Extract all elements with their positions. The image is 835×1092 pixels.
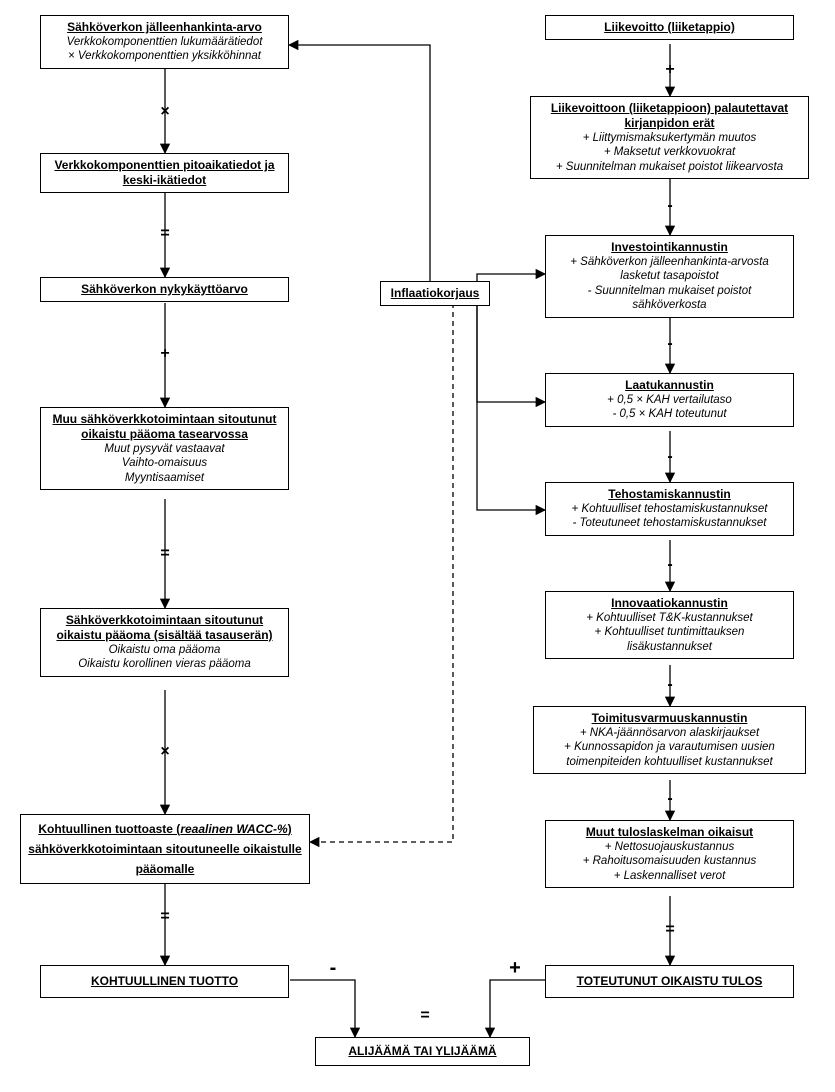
op-minus: -	[660, 197, 680, 215]
op-eq: =	[155, 545, 175, 563]
op-eq: =	[660, 921, 680, 939]
box-laatukannustin: Laatukannustin + 0,5 × KAH vertailutaso …	[545, 373, 794, 427]
op-minus: -	[660, 448, 680, 466]
flow-diagram: Sähköverkon jälleenhankinta-arvo Verkkok…	[10, 10, 825, 1082]
title: Kohtuullinen tuottoaste (reaalinen WACC-…	[28, 822, 301, 876]
sub: Verkkokomponenttien lukumäärätiedot	[47, 35, 282, 49]
title: Inflaatiokorjaus	[387, 286, 483, 301]
sub: Vaihto-omaisuus	[47, 456, 282, 470]
sub: + Laskennalliset verot	[552, 869, 787, 883]
title: Verkkokomponenttien pitoaikatiedot ja ke…	[47, 158, 282, 188]
title: ALIJÄÄMÄ TAI YLIJÄÄMÄ	[322, 1044, 523, 1059]
title: Muut tuloslaskelman oikaisut	[552, 825, 787, 840]
t: Kohtuullinen tuottoaste (	[38, 822, 180, 836]
box-palautettavat: Liikevoittoon (liiketappioon) palautetta…	[530, 96, 809, 179]
sub: + Suunnitelman mukaiset poistot liikearv…	[537, 160, 802, 174]
box-toimitusvarmuus: Toimitusvarmuuskannustin + NKA-jäännösar…	[533, 706, 806, 774]
sub: - 0,5 × KAH toteutunut	[552, 407, 787, 421]
box-muu-paaoma: Muu sähköverkkotoimintaan sitoutunut oik…	[40, 407, 289, 490]
sub: + NKA-jäännösarvon alaskirjaukset	[540, 726, 799, 740]
op-eq: =	[155, 908, 175, 926]
t-em: reaalinen WACC-%	[180, 822, 287, 836]
sub: + Liittymismaksukertymän muutos	[537, 131, 802, 145]
title: Tehostamiskannustin	[552, 487, 787, 502]
op-plus-bottom: +	[505, 957, 525, 980]
sub: + Rahoitusomaisuuden kustannus	[552, 854, 787, 868]
sub: - Toteutuneet tehostamiskustannukset	[552, 516, 787, 530]
title: Muu sähköverkkotoimintaan sitoutunut oik…	[47, 412, 282, 442]
op-minus: -	[660, 335, 680, 353]
sub: + Kohtuulliset tehostamiskustannukset	[552, 502, 787, 516]
box-inflaatiokorjaus: Inflaatiokorjaus	[380, 281, 490, 306]
title: Sähköverkkotoimintaan sitoutunut oikaist…	[47, 613, 282, 643]
op-plus: +	[155, 345, 175, 363]
box-kohtuullinen-tuotto: KOHTUULLINEN TUOTTO	[40, 965, 289, 998]
sub: Oikaistu korollinen vieras pääoma	[47, 657, 282, 671]
box-jalleenhankinta-arvo: Sähköverkon jälleenhankinta-arvo Verkkok…	[40, 15, 289, 69]
sub: + Maksetut verkkovuokrat	[537, 145, 802, 159]
title: Liikevoittoon (liiketappioon) palautetta…	[537, 101, 802, 131]
sub: Oikaistu oma pääoma	[47, 643, 282, 657]
title: Liikevoitto (liiketappio)	[552, 20, 787, 35]
op-eq: =	[155, 225, 175, 243]
op-minus: -	[660, 676, 680, 694]
box-wacc: Kohtuullinen tuottoaste (reaalinen WACC-…	[20, 814, 310, 884]
sub: + Nettosuojauskustannus	[552, 840, 787, 854]
box-toteutunut-tulos: TOTEUTUNUT OIKAISTU TULOS	[545, 965, 794, 998]
title: KOHTUULLINEN TUOTTO	[47, 974, 282, 989]
box-pitoaikatiedot: Verkkokomponenttien pitoaikatiedot ja ke…	[40, 153, 289, 193]
title: Sähköverkon nykykäyttöarvo	[47, 282, 282, 297]
op-eq-bottom: =	[415, 1007, 435, 1025]
op-times: ×	[155, 103, 175, 121]
sub: + Kohtuulliset T&K-kustannukset	[552, 611, 787, 625]
box-nykykayttoarvo: Sähköverkon nykykäyttöarvo	[40, 277, 289, 302]
title: TOTEUTUNUT OIKAISTU TULOS	[552, 974, 787, 989]
sub: + Sähköverkon jälleenhankinta-arvosta la…	[552, 255, 787, 284]
op-minus: -	[660, 790, 680, 808]
title: Sähköverkon jälleenhankinta-arvo	[47, 20, 282, 35]
sub: + Kunnossapidon ja varautumisen uusien t…	[540, 740, 799, 769]
op-plus: +	[660, 61, 680, 79]
op-minus: -	[660, 556, 680, 574]
sub: × Verkkokomponenttien yksikköhinnat	[47, 49, 282, 63]
sub: Muut pysyvät vastaavat	[47, 442, 282, 456]
box-investointikannustin: Investointikannustin + Sähköverkon jälle…	[545, 235, 794, 318]
box-muut-oikaisut: Muut tuloslaskelman oikaisut + Nettosuoj…	[545, 820, 794, 888]
box-liikevoitto: Liikevoitto (liiketappio)	[545, 15, 794, 40]
sub: + Kohtuulliset tuntimittauksen lisäkusta…	[552, 625, 787, 654]
box-innovaatiokannustin: Innovaatiokannustin + Kohtuulliset T&K-k…	[545, 591, 794, 659]
title: Investointikannustin	[552, 240, 787, 255]
op-minus-bottom: -	[323, 957, 343, 980]
box-sitoutunut-paaoma: Sähköverkkotoimintaan sitoutunut oikaist…	[40, 608, 289, 677]
sub: + 0,5 × KAH vertailutaso	[552, 393, 787, 407]
sub: Myyntisaamiset	[47, 471, 282, 485]
op-times: ×	[155, 743, 175, 761]
title: Innovaatiokannustin	[552, 596, 787, 611]
title: Laatukannustin	[552, 378, 787, 393]
sub: - Suunnitelman mukaiset poistot sähköver…	[552, 284, 787, 313]
box-tehostamiskannustin: Tehostamiskannustin + Kohtuulliset tehos…	[545, 482, 794, 536]
title: Toimitusvarmuuskannustin	[540, 711, 799, 726]
box-alijaama-ylijaama: ALIJÄÄMÄ TAI YLIJÄÄMÄ	[315, 1037, 530, 1066]
